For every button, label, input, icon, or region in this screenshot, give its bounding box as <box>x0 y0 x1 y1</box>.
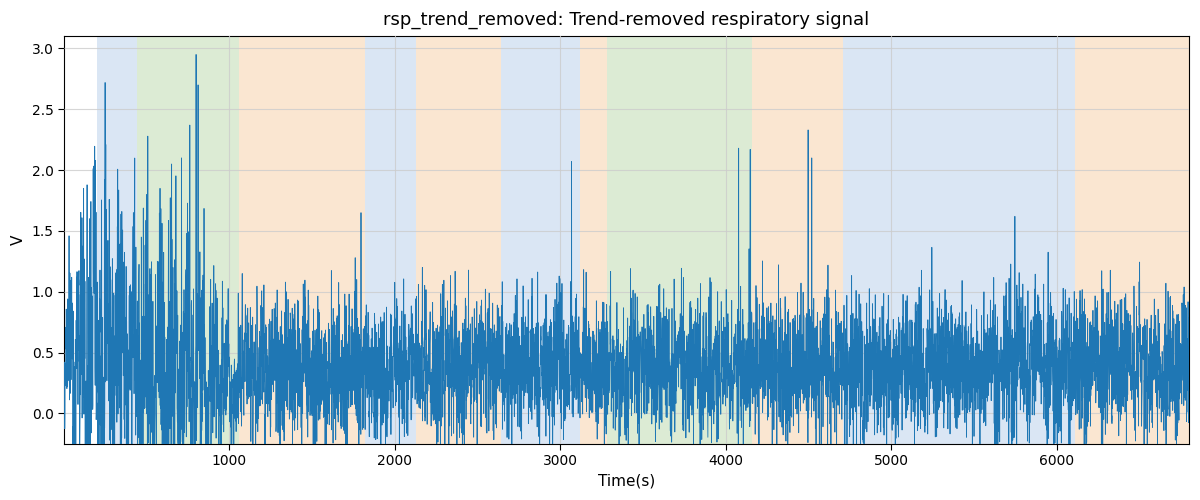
Bar <box>97 36 137 444</box>
X-axis label: Time(s): Time(s) <box>598 474 655 489</box>
Bar <box>240 36 365 444</box>
Bar <box>607 36 752 444</box>
Title: rsp_trend_removed: Trend-removed respiratory signal: rsp_trend_removed: Trend-removed respira… <box>383 11 870 30</box>
Bar <box>365 36 416 444</box>
Bar <box>416 36 500 444</box>
Bar <box>844 36 1075 444</box>
Bar <box>1075 36 1189 444</box>
Y-axis label: V: V <box>11 235 26 246</box>
Bar <box>137 36 240 444</box>
Bar <box>752 36 844 444</box>
Bar <box>580 36 607 444</box>
Bar <box>500 36 580 444</box>
